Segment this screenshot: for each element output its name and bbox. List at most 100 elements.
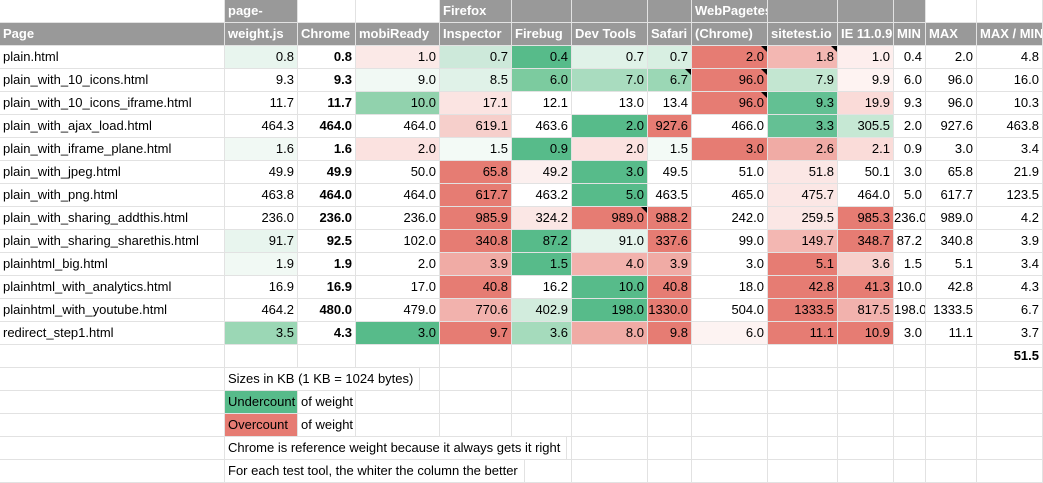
empty-cell[interactable]: [572, 391, 648, 414]
cell-sitetest[interactable]: 42.8: [768, 276, 838, 299]
cell-ie[interactable]: 305.5: [838, 115, 894, 138]
cell-mobiready[interactable]: 9.0: [356, 69, 440, 92]
cell-max[interactable]: 5.1: [926, 253, 977, 276]
header-top-ie[interactable]: [838, 0, 894, 23]
empty-cell[interactable]: [572, 437, 648, 460]
empty-cell[interactable]: [838, 437, 894, 460]
cell-firebug[interactable]: 0.4: [512, 46, 572, 69]
cell-min[interactable]: 0.4: [894, 46, 926, 69]
cell-page[interactable]: plain_with_10_icons.html: [0, 69, 225, 92]
cell-chrome[interactable]: 92.5: [298, 230, 356, 253]
cell-chrome[interactable]: 1.9: [298, 253, 356, 276]
cell-maxmin[interactable]: 4.8: [977, 46, 1043, 69]
empty-cell[interactable]: [572, 345, 648, 368]
cell-mobiready[interactable]: 2.0: [356, 253, 440, 276]
cell-pageweight[interactable]: 1.9: [225, 253, 298, 276]
cell-webpagetest[interactable]: 96.0: [692, 92, 768, 115]
cell-ie[interactable]: 50.1: [838, 161, 894, 184]
cell-pageweight[interactable]: 49.9: [225, 161, 298, 184]
note-chrome-ref[interactable]: Chrome is reference weight because it al…: [225, 437, 568, 460]
column-header-ie[interactable]: IE 11.0.9: [838, 23, 894, 46]
column-header-page[interactable]: Page: [0, 23, 225, 46]
empty-cell[interactable]: [894, 368, 926, 391]
cell-firebug[interactable]: 1.5: [512, 253, 572, 276]
cell-ie[interactable]: 9.9: [838, 69, 894, 92]
empty-cell[interactable]: [648, 345, 692, 368]
cell-pageweight[interactable]: 11.7: [225, 92, 298, 115]
cell-webpagetest[interactable]: 2.0: [692, 46, 768, 69]
empty-cell[interactable]: [926, 391, 977, 414]
cell-ff_inspector[interactable]: 40.8: [440, 276, 512, 299]
cell-max[interactable]: 96.0: [926, 69, 977, 92]
cell-page[interactable]: plain_with_jpeg.html: [0, 161, 225, 184]
overcount-legend-swatch[interactable]: Overcount: [225, 414, 298, 437]
empty-cell[interactable]: [440, 345, 512, 368]
cell-sitetest[interactable]: 259.5: [768, 207, 838, 230]
cell-firebug[interactable]: 49.2: [512, 161, 572, 184]
empty-cell[interactable]: [692, 368, 768, 391]
note-whiter[interactable]: For each test tool, the whiter the colum…: [225, 460, 525, 483]
empty-cell[interactable]: [0, 437, 225, 460]
cell-sitetest[interactable]: 1.8: [768, 46, 838, 69]
cell-chrome[interactable]: 464.0: [298, 115, 356, 138]
cell-maxmin[interactable]: 6.7: [977, 299, 1043, 322]
cell-devtools[interactable]: 0.7: [572, 46, 648, 69]
empty-cell[interactable]: [648, 391, 692, 414]
empty-cell[interactable]: [440, 391, 512, 414]
header-top-max[interactable]: [926, 0, 977, 23]
cell-webpagetest[interactable]: 3.0: [692, 253, 768, 276]
cell-webpagetest[interactable]: 466.0: [692, 115, 768, 138]
cell-ff_inspector[interactable]: 3.9: [440, 253, 512, 276]
cell-pageweight[interactable]: 464.3: [225, 115, 298, 138]
cell-webpagetest[interactable]: 6.0: [692, 322, 768, 345]
cell-firebug[interactable]: 0.9: [512, 138, 572, 161]
empty-cell[interactable]: [926, 368, 977, 391]
cell-page[interactable]: plain_with_sharing_sharethis.html: [0, 230, 225, 253]
cell-page[interactable]: plain_with_iframe_plane.html: [0, 138, 225, 161]
cell-maxmin[interactable]: 3.4: [977, 253, 1043, 276]
empty-cell[interactable]: [512, 368, 572, 391]
cell-max[interactable]: 42.8: [926, 276, 977, 299]
cell-mobiready[interactable]: 236.0: [356, 207, 440, 230]
undercount-legend-swatch[interactable]: Undercount: [225, 391, 298, 414]
empty-cell[interactable]: [768, 460, 838, 483]
cell-firebug[interactable]: 87.2: [512, 230, 572, 253]
cell-webpagetest[interactable]: 96.0: [692, 69, 768, 92]
cell-ff_inspector[interactable]: 8.5: [440, 69, 512, 92]
cell-ie[interactable]: 2.1: [838, 138, 894, 161]
cell-ff_inspector[interactable]: 9.7: [440, 322, 512, 345]
column-header-devtools[interactable]: Dev Tools: [572, 23, 648, 46]
cell-firebug[interactable]: 324.2: [512, 207, 572, 230]
cell-chrome[interactable]: 9.3: [298, 69, 356, 92]
column-header-sitetest[interactable]: sitetest.io: [768, 23, 838, 46]
cell-mobiready[interactable]: 10.0: [356, 92, 440, 115]
cell-mobiready[interactable]: 1.0: [356, 46, 440, 69]
empty-cell[interactable]: [838, 414, 894, 437]
cell-devtools[interactable]: 7.0: [572, 69, 648, 92]
cell-pageweight[interactable]: 236.0: [225, 207, 298, 230]
cell-sitetest[interactable]: 5.1: [768, 253, 838, 276]
cell-maxmin[interactable]: 3.9: [977, 230, 1043, 253]
empty-cell[interactable]: [838, 391, 894, 414]
empty-cell[interactable]: [768, 368, 838, 391]
header-top-devtools[interactable]: [572, 0, 648, 23]
empty-cell[interactable]: [768, 414, 838, 437]
cell-ie[interactable]: 985.3: [838, 207, 894, 230]
cell-chrome[interactable]: 0.8: [298, 46, 356, 69]
header-top-chrome[interactable]: [298, 0, 356, 23]
cell-mobiready[interactable]: 3.0: [356, 322, 440, 345]
cell-safari[interactable]: 1330.0: [648, 299, 692, 322]
cell-devtools[interactable]: 13.0: [572, 92, 648, 115]
cell-safari[interactable]: 927.6: [648, 115, 692, 138]
cell-ie[interactable]: 817.5: [838, 299, 894, 322]
cell-min[interactable]: 87.2: [894, 230, 926, 253]
cell-ff_inspector[interactable]: 619.1: [440, 115, 512, 138]
empty-cell[interactable]: [894, 460, 926, 483]
cell-ff_inspector[interactable]: 0.7: [440, 46, 512, 69]
cell-pageweight[interactable]: 9.3: [225, 69, 298, 92]
cell-maxmin[interactable]: 4.2: [977, 207, 1043, 230]
cell-safari[interactable]: 988.2: [648, 207, 692, 230]
empty-cell[interactable]: [838, 368, 894, 391]
cell-webpagetest[interactable]: 18.0: [692, 276, 768, 299]
empty-cell[interactable]: [692, 391, 768, 414]
